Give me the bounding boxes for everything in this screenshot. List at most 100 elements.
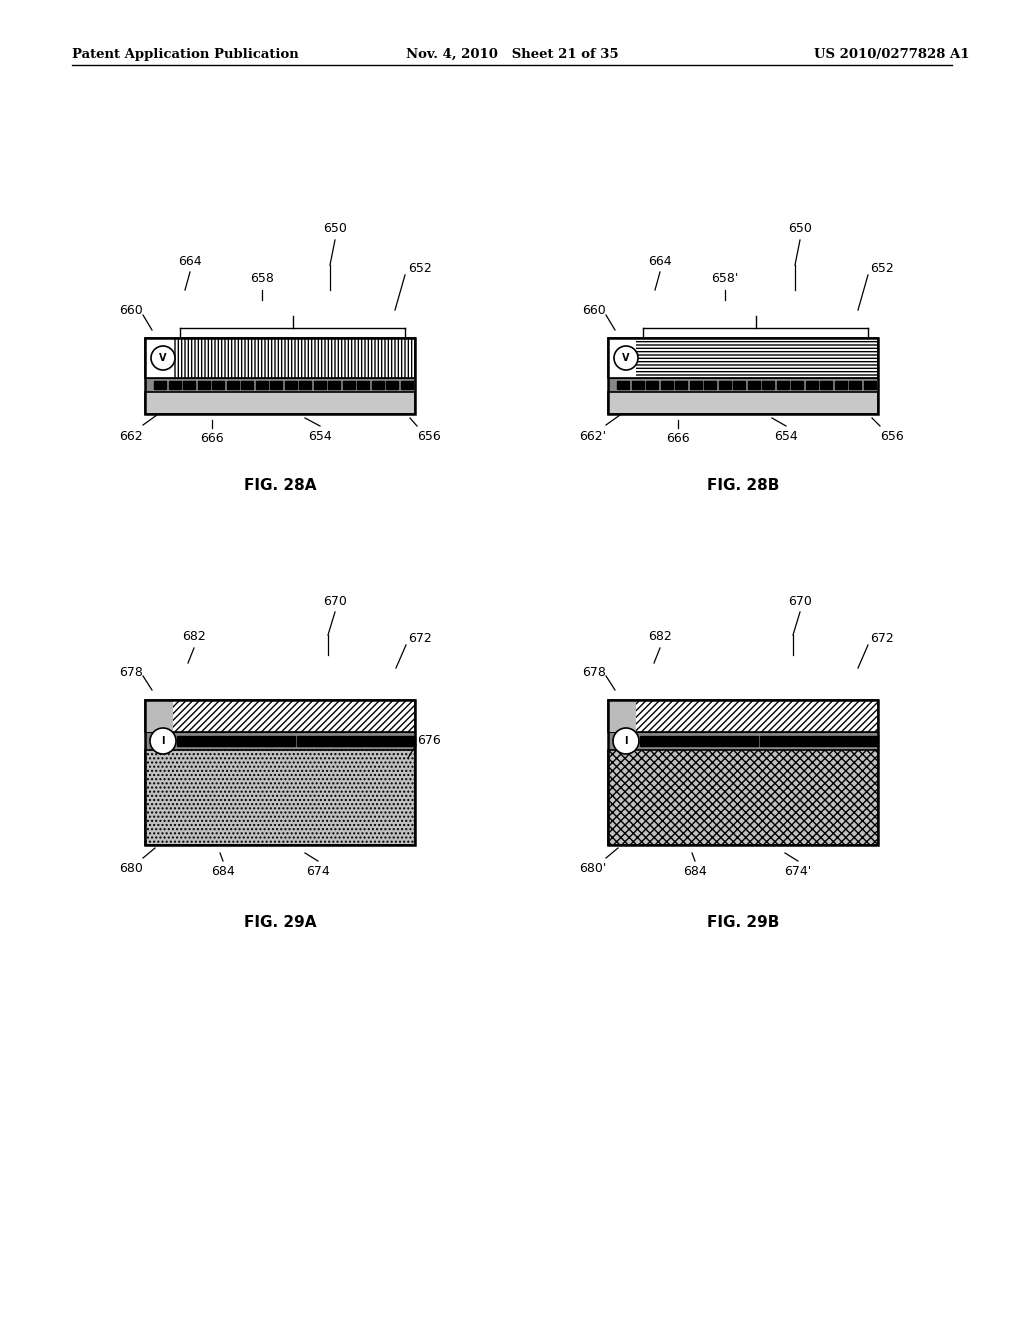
Bar [748,381,760,389]
Text: FIG. 29A: FIG. 29A [244,915,316,931]
Text: 662': 662' [579,430,606,444]
Bar [776,737,793,746]
Bar [674,737,690,746]
Bar [675,381,687,389]
Bar [835,381,847,389]
Text: V: V [160,352,167,363]
Bar [285,381,297,389]
Bar [399,737,415,746]
Text: 678: 678 [119,665,143,678]
Text: FIG. 29B: FIG. 29B [707,915,779,931]
Polygon shape [145,750,415,845]
Bar [762,381,774,389]
Bar [372,381,384,389]
Bar [820,381,833,389]
Text: 684: 684 [211,865,234,878]
Bar [382,737,398,746]
Text: FIG. 28A: FIG. 28A [244,478,316,492]
Text: 650: 650 [323,222,347,235]
Bar [742,737,759,746]
Circle shape [614,346,638,370]
Text: 670: 670 [788,595,812,609]
Bar [689,381,701,389]
Bar [719,381,731,389]
Bar [212,381,224,389]
Text: 672: 672 [870,631,894,644]
Bar [348,737,364,746]
Polygon shape [608,733,878,750]
Bar [760,737,775,746]
Bar [246,737,261,746]
Bar [632,381,643,389]
Text: 652: 652 [870,261,894,275]
Bar [198,381,210,389]
Bar [331,737,347,746]
Text: 674': 674' [784,865,812,878]
Text: I: I [161,737,165,746]
Bar [827,737,844,746]
Text: 652: 652 [408,261,432,275]
Bar [640,737,656,746]
Circle shape [613,729,639,754]
Text: 664: 664 [648,255,672,268]
Text: 650: 650 [788,222,812,235]
Text: FIG. 28B: FIG. 28B [707,478,779,492]
Text: Nov. 4, 2010   Sheet 21 of 35: Nov. 4, 2010 Sheet 21 of 35 [406,48,618,61]
Text: 684: 684 [683,865,707,878]
Bar [297,737,312,746]
Bar [329,381,340,389]
Text: 662: 662 [120,430,143,444]
Bar [228,737,245,746]
Bar [386,381,398,389]
Text: US 2010/0277828 A1: US 2010/0277828 A1 [814,48,970,61]
Text: 656: 656 [417,430,440,444]
Bar [365,737,381,746]
Polygon shape [145,378,415,392]
Polygon shape [145,392,415,414]
Bar [313,737,330,746]
Text: 660: 660 [583,304,606,317]
Polygon shape [145,733,415,750]
Text: 682: 682 [648,630,672,643]
Text: 670: 670 [323,595,347,609]
Bar [709,737,724,746]
Polygon shape [608,700,636,733]
Bar [845,737,861,746]
Text: 678: 678 [582,665,606,678]
Text: 666: 666 [667,432,690,445]
Polygon shape [145,700,415,733]
Bar [660,381,673,389]
Bar [691,737,708,746]
Bar [777,381,788,389]
Bar [862,737,878,746]
Text: 656: 656 [880,430,904,444]
Polygon shape [145,338,415,378]
Polygon shape [608,378,878,392]
Text: 672: 672 [408,631,432,644]
Bar [794,737,810,746]
Bar [617,381,629,389]
Polygon shape [608,750,878,845]
Bar [725,737,741,746]
Bar [792,381,804,389]
Text: 674: 674 [306,865,330,878]
Text: 658': 658' [712,272,738,285]
Polygon shape [608,700,878,733]
Text: I: I [625,737,628,746]
Bar [177,737,193,746]
Text: 658: 658 [250,272,274,285]
Bar [401,381,413,389]
Bar [270,381,283,389]
Bar [195,737,210,746]
Bar [313,381,326,389]
Bar [262,737,279,746]
Bar [850,381,861,389]
Circle shape [150,729,176,754]
Bar [357,381,370,389]
Text: 664: 664 [178,255,202,268]
Bar [256,381,267,389]
Text: 680: 680 [119,862,143,875]
Polygon shape [145,700,173,733]
Bar [733,381,745,389]
Circle shape [151,346,175,370]
